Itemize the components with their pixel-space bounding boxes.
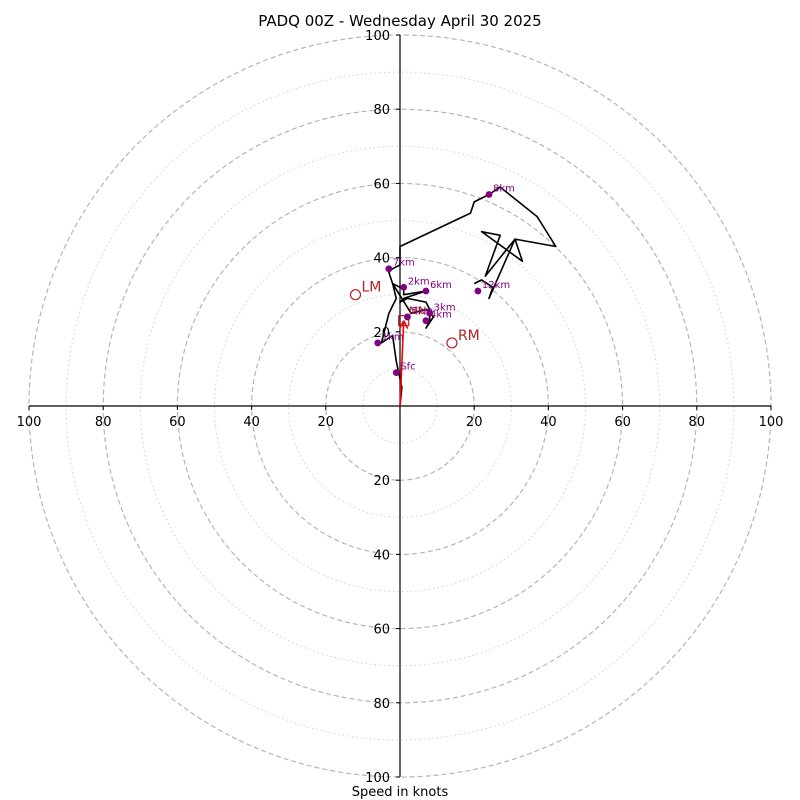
hodograph-line bbox=[380, 186, 557, 407]
y-tick-label: 60 bbox=[373, 623, 390, 638]
height-marker-point bbox=[404, 313, 411, 321]
storm-motion-vector bbox=[399, 320, 405, 407]
y-tick-label: 20 bbox=[373, 326, 390, 341]
y-tick-label: 40 bbox=[373, 252, 390, 267]
y-tick-label: 60 bbox=[373, 177, 390, 192]
height-marker-point bbox=[474, 287, 482, 295]
height-marker-label: 5km bbox=[411, 306, 433, 317]
y-tick-label: 80 bbox=[373, 103, 390, 118]
chart-title: PADQ 00Z - Wednesday April 30 2025 bbox=[258, 12, 541, 30]
left-mover-marker bbox=[349, 289, 362, 301]
x-tick-label: 80 bbox=[689, 415, 706, 430]
storm-motion-arrowhead bbox=[398, 320, 409, 330]
height-marker-point bbox=[485, 191, 493, 198]
y-tick-label: 100 bbox=[365, 29, 390, 44]
x-tick-label: 40 bbox=[243, 415, 260, 430]
y-tick-label: 40 bbox=[373, 548, 390, 563]
y-tick-label: 20 bbox=[373, 474, 390, 489]
x-tick-label: 40 bbox=[540, 415, 557, 430]
height-marker-label: Sfc bbox=[400, 362, 415, 373]
x-tick-label: 60 bbox=[169, 415, 186, 430]
height-marker-point bbox=[400, 283, 408, 291]
height-marker-label: 8km bbox=[493, 184, 515, 195]
y-tick-label: 80 bbox=[373, 697, 390, 712]
height-marker-label: 4km bbox=[430, 310, 452, 321]
mean-wind-label: MN bbox=[409, 305, 427, 318]
height-marker-label: 6km bbox=[430, 280, 452, 291]
right-mover-label: RM bbox=[458, 328, 480, 344]
x-tick-label: 20 bbox=[318, 415, 335, 430]
x-tick-label: 100 bbox=[759, 415, 784, 430]
tick-labels: 100 80 60 40 20 20 40 60 80 100 20 40 60 80 100 20 40 60 8… bbox=[17, 29, 784, 786]
height-marker-point bbox=[422, 287, 430, 295]
height-marker-point bbox=[392, 369, 400, 377]
hodograph-trace bbox=[380, 186, 557, 407]
y-tick-label: 100 bbox=[365, 771, 390, 786]
storm-motion-markers: MN LM RM bbox=[349, 280, 480, 407]
x-tick-label: 100 bbox=[17, 415, 42, 430]
height-marker-point bbox=[422, 317, 430, 325]
height-marker-label: 1km bbox=[382, 332, 404, 343]
height-marker-label: 3km bbox=[434, 302, 456, 313]
left-mover-label: LM bbox=[361, 280, 381, 296]
height-marker-label: 2km bbox=[408, 276, 430, 287]
x-axis-label: Speed in knots bbox=[352, 785, 449, 800]
height-marker-label: 12km bbox=[482, 280, 510, 291]
x-tick-label: 60 bbox=[614, 415, 631, 430]
height-marker-point bbox=[426, 309, 434, 317]
x-tick-label: 80 bbox=[95, 415, 112, 430]
height-marker-label: 7km bbox=[393, 258, 415, 269]
height-marker-point bbox=[374, 339, 382, 347]
x-tick-label: 20 bbox=[466, 415, 483, 430]
right-mover-marker bbox=[446, 337, 458, 349]
height-marker-point bbox=[385, 265, 393, 273]
mean-wind-marker bbox=[398, 315, 410, 327]
